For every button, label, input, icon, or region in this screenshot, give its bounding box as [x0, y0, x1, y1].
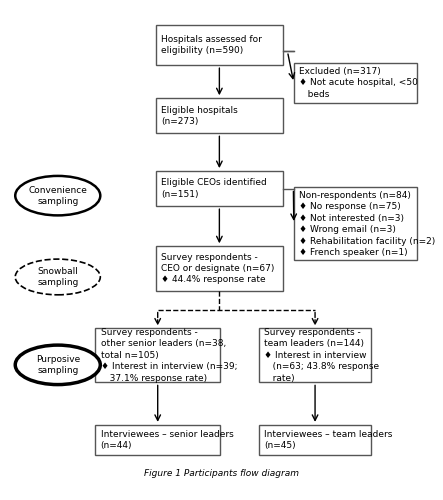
Text: Interviewees – team leaders
(n=45): Interviewees – team leaders (n=45)	[264, 430, 392, 450]
Text: Survey respondents -
other senior leaders (n=38,
total n=105)
♦ Interest in inte: Survey respondents - other senior leader…	[101, 328, 237, 383]
Text: Eligible hospitals
(n=273): Eligible hospitals (n=273)	[161, 106, 238, 126]
FancyBboxPatch shape	[155, 246, 283, 291]
Text: Eligible CEOs identified
(n=151): Eligible CEOs identified (n=151)	[161, 178, 267, 199]
Text: Hospitals assessed for
eligibility (n=590): Hospitals assessed for eligibility (n=59…	[161, 35, 262, 56]
Ellipse shape	[15, 259, 100, 295]
Text: Excluded (n=317)
♦ Not acute hospital, <50
   beds: Excluded (n=317) ♦ Not acute hospital, <…	[299, 67, 418, 99]
FancyBboxPatch shape	[259, 328, 371, 382]
Text: Interviewees – senior leaders
(n=44): Interviewees – senior leaders (n=44)	[101, 430, 233, 450]
FancyBboxPatch shape	[294, 63, 417, 103]
Text: Non-respondents (n=84)
♦ No response (n=75)
♦ Not interested (n=3)
♦ Wrong email: Non-respondents (n=84) ♦ No response (n=…	[299, 190, 435, 257]
Ellipse shape	[15, 345, 100, 385]
Text: Figure 1 Participants flow diagram: Figure 1 Participants flow diagram	[144, 468, 299, 477]
FancyBboxPatch shape	[155, 171, 283, 206]
FancyBboxPatch shape	[259, 425, 371, 456]
Ellipse shape	[15, 176, 100, 216]
FancyBboxPatch shape	[155, 26, 283, 65]
Text: Survey respondents -
team leaders (n=144)
♦ Interest in interview
   (n=63; 43.8: Survey respondents - team leaders (n=144…	[264, 328, 379, 383]
Text: Convenience
sampling: Convenience sampling	[28, 186, 87, 206]
FancyBboxPatch shape	[155, 98, 283, 134]
FancyBboxPatch shape	[95, 328, 221, 382]
FancyBboxPatch shape	[294, 188, 417, 260]
Text: Purposive
sampling: Purposive sampling	[35, 355, 80, 375]
Text: Snowball
sampling: Snowball sampling	[37, 267, 78, 287]
FancyBboxPatch shape	[95, 425, 221, 456]
Text: Survey respondents -
CEO or designate (n=67)
♦ 44.4% response rate: Survey respondents - CEO or designate (n…	[161, 252, 275, 284]
